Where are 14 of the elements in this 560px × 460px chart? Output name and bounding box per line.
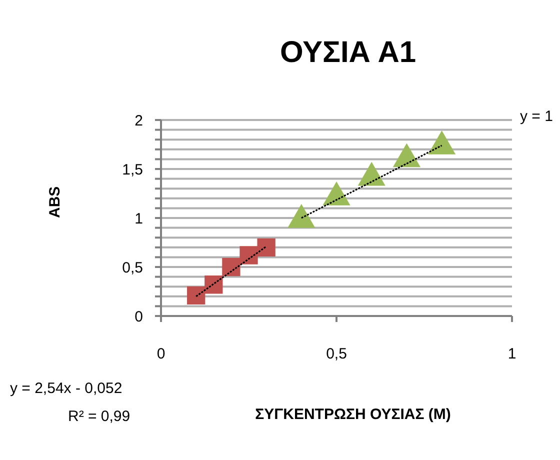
y-tick-label: 2 [134, 112, 143, 130]
text: y = 2,54x - 0,052 [10, 380, 122, 397]
x-tick-label: 0,5 [326, 346, 347, 363]
x-tick-label: 0 [156, 346, 166, 363]
text: R² = 0,99 [68, 408, 130, 425]
x-axis-title: ΣΥΓΚΕΝΤΡΩΣΗ ΟΥΣΙΑΣ (M) [254, 406, 452, 423]
chart-title: ΟΥΣΙΑ Α1 [278, 36, 418, 70]
y-axis-title: ABS [46, 186, 64, 218]
y-tick-label: 1 [134, 210, 143, 228]
y-tick-label: 1,5 [122, 161, 143, 178]
y-tick-label: 0 [134, 308, 143, 326]
x-tick-label: 1 [508, 346, 516, 363]
y-tick-label: 0,5 [122, 259, 143, 276]
text: y = 1 [520, 108, 553, 125]
